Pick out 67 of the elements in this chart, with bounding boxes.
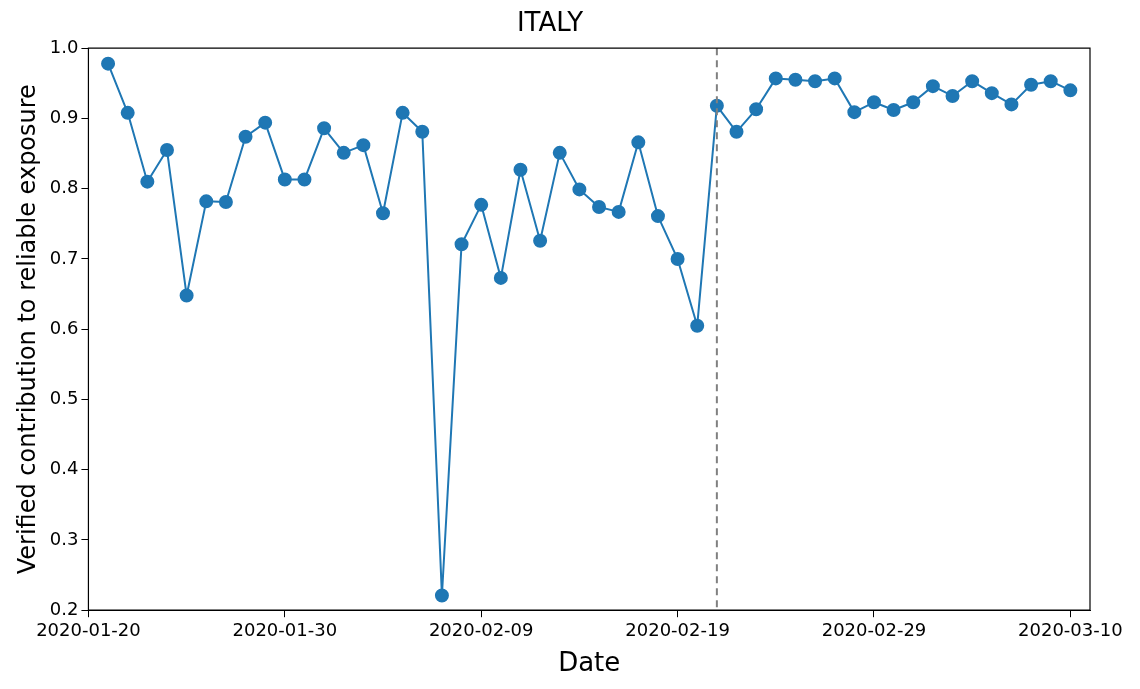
point bbox=[945, 88, 960, 103]
point bbox=[513, 162, 528, 177]
point bbox=[1024, 77, 1039, 92]
point bbox=[670, 251, 685, 266]
point bbox=[965, 74, 980, 89]
point bbox=[218, 195, 233, 210]
point bbox=[376, 206, 391, 221]
point bbox=[1004, 97, 1019, 112]
x-tick-label: 2020-02-19 bbox=[625, 618, 730, 640]
point bbox=[238, 129, 253, 144]
y-tick-label: 0.7 bbox=[49, 246, 79, 268]
point bbox=[906, 95, 921, 110]
point bbox=[611, 204, 626, 219]
point bbox=[317, 121, 332, 136]
y-tick-label: 0.5 bbox=[49, 387, 79, 409]
x-tick-label: 2020-01-30 bbox=[232, 618, 338, 640]
point bbox=[788, 72, 803, 87]
x-tick-label: 2020-02-29 bbox=[821, 618, 927, 640]
point bbox=[140, 174, 155, 189]
chart-title: ITALY bbox=[516, 7, 584, 38]
point bbox=[749, 102, 764, 117]
point bbox=[1043, 74, 1058, 89]
point bbox=[474, 197, 489, 212]
point bbox=[808, 74, 823, 89]
point bbox=[847, 105, 862, 120]
point bbox=[395, 105, 410, 120]
point bbox=[631, 135, 646, 150]
point bbox=[827, 71, 842, 86]
x-tick-label: 2020-02-09 bbox=[428, 618, 534, 640]
point bbox=[336, 145, 351, 160]
point bbox=[984, 86, 999, 101]
point bbox=[925, 79, 940, 94]
y-tick-label: 0.2 bbox=[49, 597, 79, 619]
point bbox=[493, 270, 508, 285]
y-tick-label: 0.4 bbox=[49, 457, 79, 479]
point bbox=[199, 194, 214, 209]
x-tick-label: 2020-01-20 bbox=[36, 618, 141, 640]
point bbox=[179, 288, 194, 303]
point bbox=[415, 124, 430, 139]
y-tick-label: 0.3 bbox=[49, 527, 79, 549]
y-tick-label: 0.6 bbox=[49, 316, 79, 338]
point bbox=[768, 71, 783, 86]
y-tick-label: 0.8 bbox=[49, 176, 79, 198]
point bbox=[356, 138, 371, 153]
point bbox=[886, 103, 901, 118]
point bbox=[277, 172, 292, 187]
y-axis-title: Verified contribution to reliable exposure bbox=[12, 84, 41, 575]
x-axis-title: Date bbox=[558, 647, 621, 678]
point bbox=[552, 145, 567, 160]
y-tick-label: 1.0 bbox=[49, 35, 79, 57]
point bbox=[572, 182, 587, 197]
point bbox=[101, 56, 116, 71]
x-tick-label: 2020-03-10 bbox=[1018, 618, 1123, 640]
point bbox=[729, 124, 744, 139]
point bbox=[120, 105, 135, 120]
point bbox=[258, 115, 273, 130]
point bbox=[1063, 83, 1078, 98]
y-tick-label: 0.9 bbox=[49, 106, 79, 128]
point bbox=[454, 237, 469, 252]
point bbox=[592, 199, 607, 214]
point bbox=[650, 209, 665, 224]
point bbox=[690, 318, 705, 333]
point bbox=[297, 172, 312, 187]
point bbox=[533, 233, 548, 248]
point bbox=[866, 95, 881, 110]
point bbox=[159, 143, 174, 158]
point bbox=[434, 588, 449, 603]
